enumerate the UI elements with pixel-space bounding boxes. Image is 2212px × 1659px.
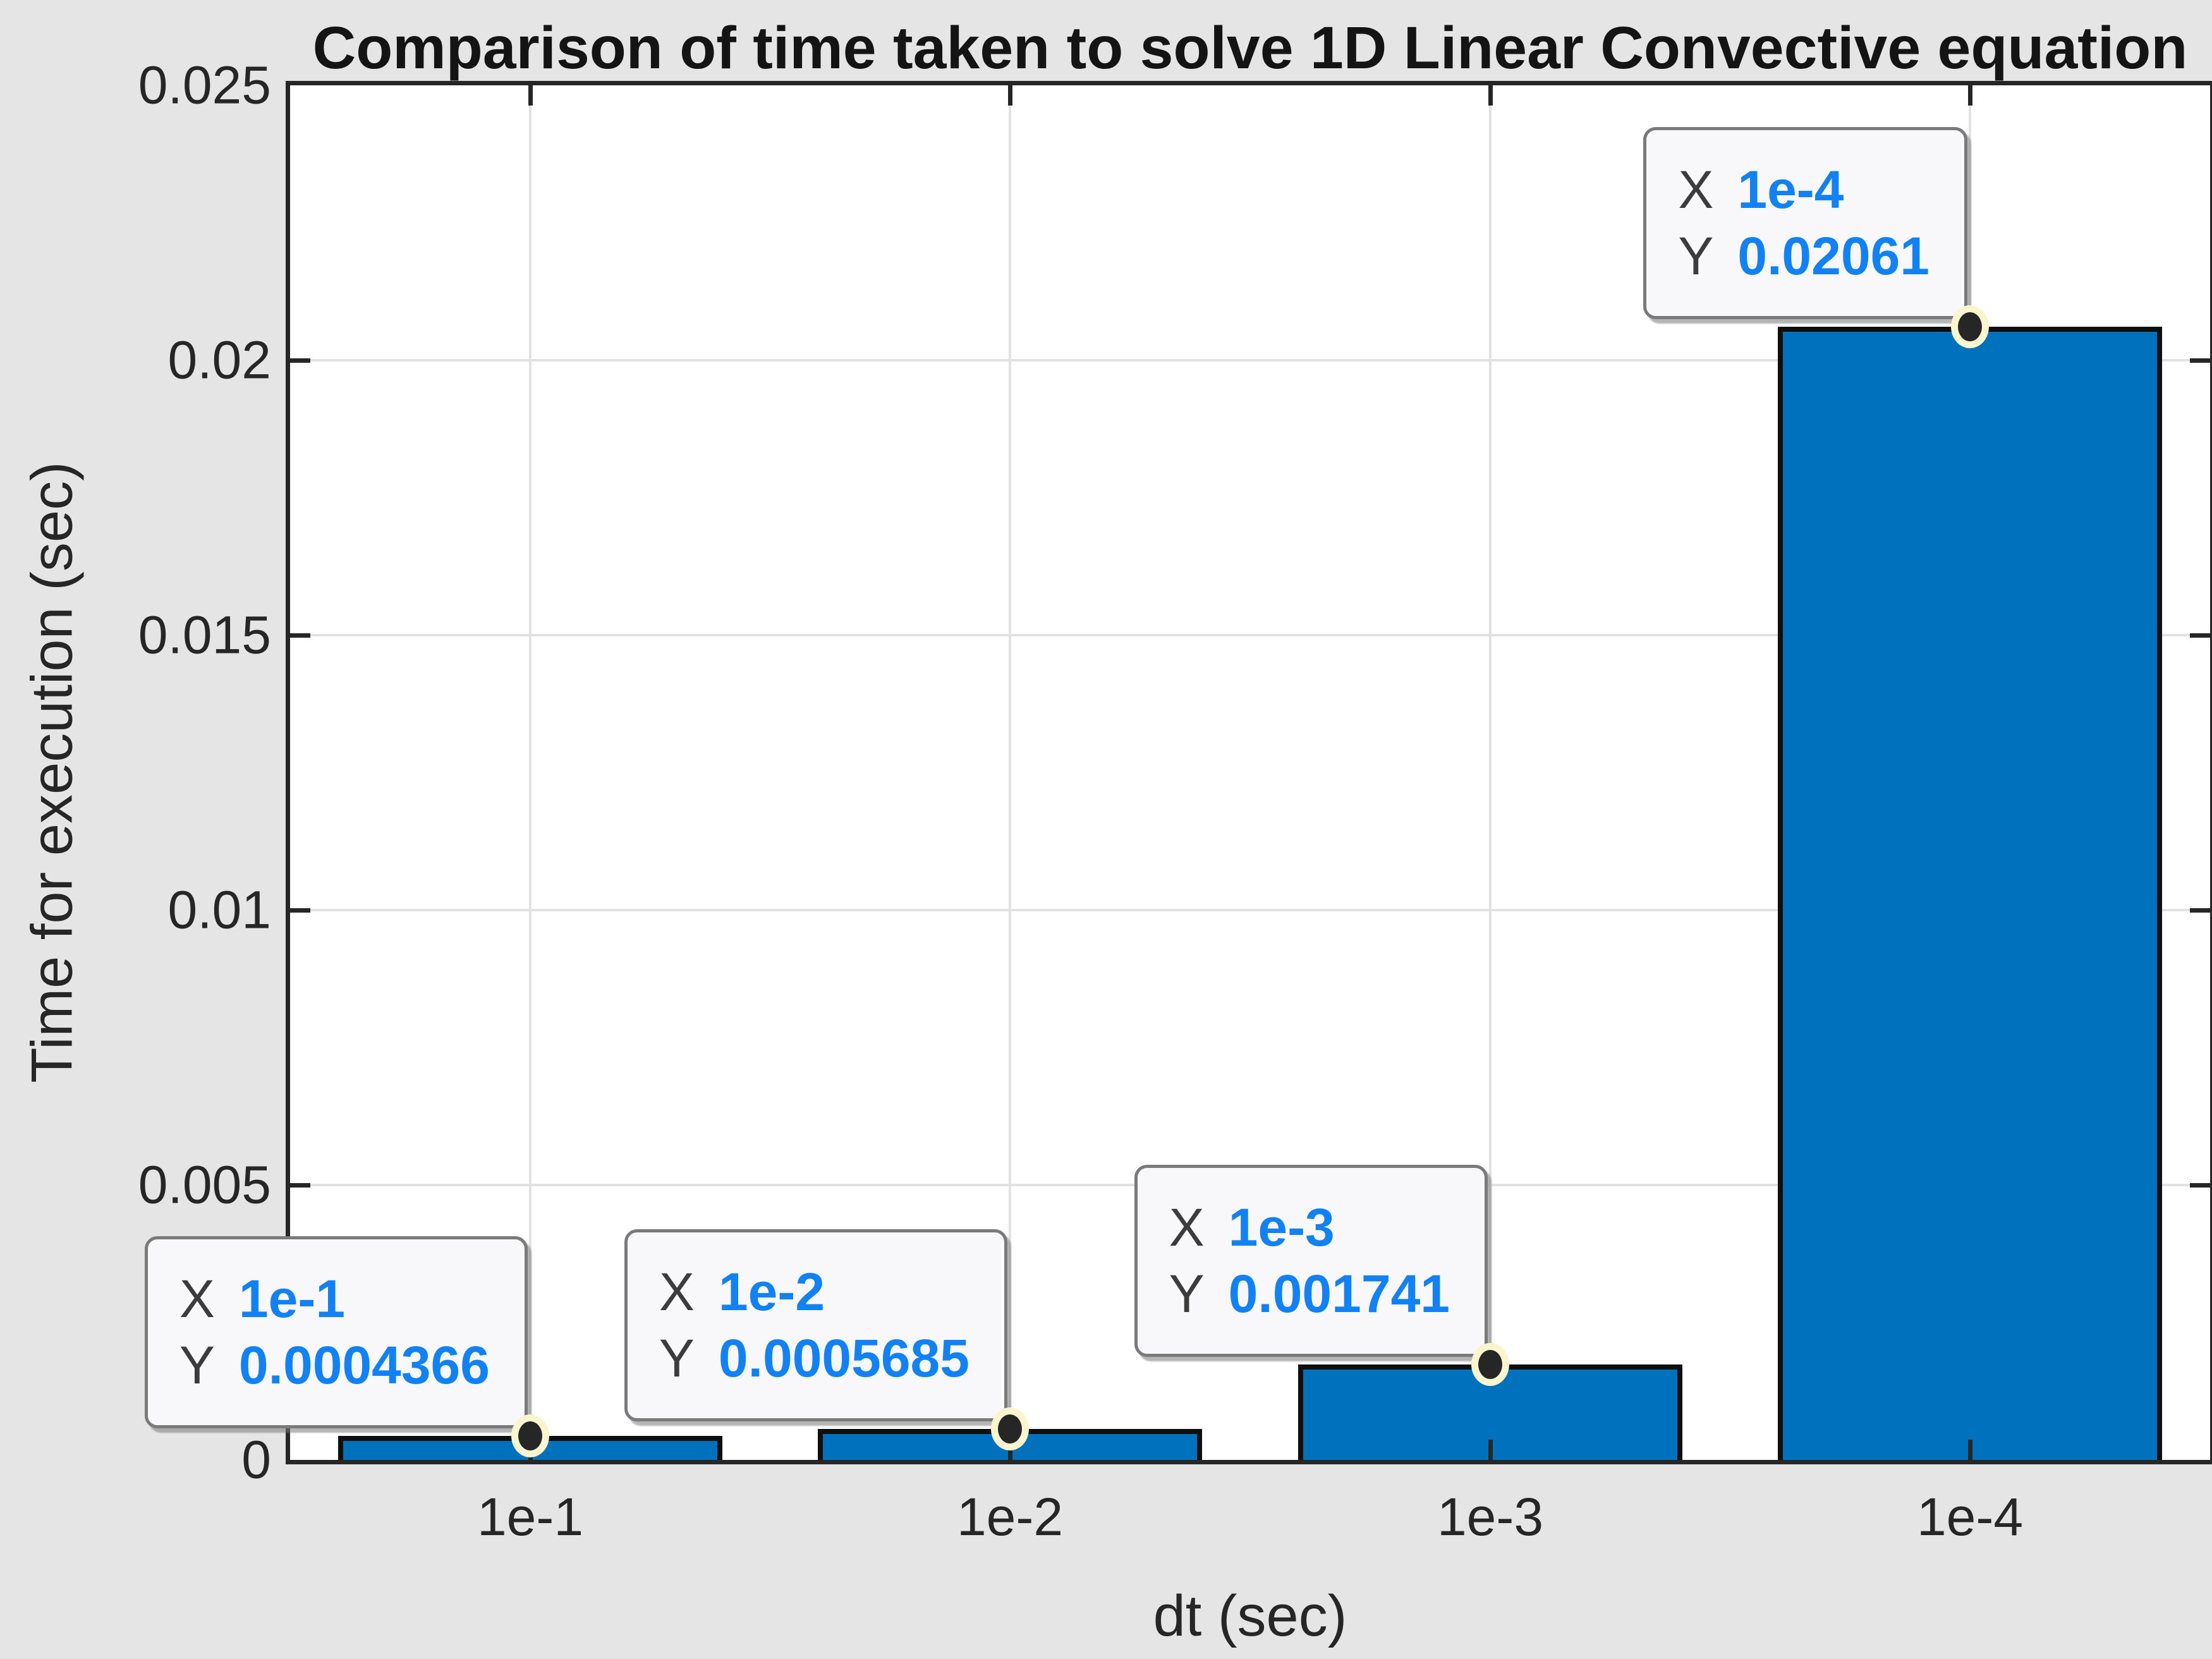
y-tick-left bbox=[290, 633, 310, 638]
datatip-row: X 1e-4 bbox=[1678, 157, 1929, 223]
y-gridline bbox=[290, 634, 2210, 636]
datatip-row: X 1e-2 bbox=[659, 1259, 969, 1325]
datatip-axis-letter: Y bbox=[1678, 226, 1714, 286]
x-tick-bottom bbox=[1967, 1440, 1972, 1460]
datatip-axis-letter: Y bbox=[1169, 1263, 1205, 1323]
datatip-axis-letter: Y bbox=[179, 1335, 215, 1395]
x-tick-top bbox=[528, 85, 533, 106]
x-tick-top bbox=[1488, 85, 1493, 106]
y-tick-left bbox=[290, 908, 310, 913]
datatip-marker-1e-3[interactable] bbox=[1471, 1342, 1509, 1386]
datatip-marker-1e-4[interactable] bbox=[1951, 305, 1989, 348]
datatip-1e-3[interactable]: X 1e-3 Y 0.001741 bbox=[1134, 1164, 1488, 1357]
datatip-row: Y 0.0004366 bbox=[179, 1332, 490, 1399]
x-gridline bbox=[1009, 85, 1011, 1460]
plot-area: X 1e-1 Y 0.0004366 X 1e-2 Y 0.0005685 X 1e-3 Y 0.00… bbox=[144, 81, 2212, 1464]
y-gridline bbox=[290, 909, 2210, 911]
y-tick-right bbox=[2190, 1182, 2210, 1188]
datatip-axis-letter: Y bbox=[659, 1328, 695, 1388]
datatip-value: 1e-1 bbox=[238, 1269, 346, 1329]
x-tick-label: 1e-2 bbox=[956, 1487, 1064, 1547]
datatip-axis-letter: X bbox=[179, 1269, 215, 1329]
datatip-axis-letter: X bbox=[1678, 159, 1714, 219]
y-tick-right bbox=[2190, 358, 2210, 363]
y-tick-label: 0.015 bbox=[138, 605, 271, 665]
y-tick-left bbox=[290, 1182, 310, 1188]
y-tick-label: 0.02 bbox=[167, 330, 272, 390]
x-tick-label: 1e-3 bbox=[1437, 1487, 1544, 1547]
datatip-1e-2[interactable]: X 1e-2 Y 0.0005685 bbox=[624, 1229, 1007, 1421]
bar-1e-4[interactable] bbox=[1778, 327, 2162, 1460]
y-gridline bbox=[290, 359, 2210, 362]
x-tick-top bbox=[1967, 85, 1972, 106]
y-tick-right bbox=[2190, 908, 2210, 913]
datatip-row: Y 0.02061 bbox=[1678, 223, 1929, 289]
x-gridline bbox=[529, 85, 532, 1460]
y-tick-label: 0.025 bbox=[138, 55, 271, 115]
x-tick-bottom bbox=[1488, 1440, 1493, 1460]
datatip-row: X 1e-3 bbox=[1169, 1194, 1450, 1261]
datatip-row: Y 0.0005685 bbox=[659, 1325, 969, 1392]
y-axis-label: Time for execution (sec) bbox=[20, 461, 85, 1083]
x-tick-label: 1e-4 bbox=[1916, 1487, 2024, 1547]
x-axis-label: dt (sec) bbox=[1153, 1584, 1347, 1648]
datatip-value: 1e-4 bbox=[1737, 159, 1844, 219]
y-tick-left bbox=[290, 358, 310, 363]
x-tick-label: 1e-1 bbox=[477, 1487, 584, 1547]
datatip-value: 1e-2 bbox=[718, 1261, 825, 1322]
datatip-value: 0.0005685 bbox=[718, 1328, 969, 1388]
datatip-row: Y 0.001741 bbox=[1169, 1261, 1450, 1327]
datatip-axis-letter: X bbox=[659, 1261, 695, 1322]
y-tick-right bbox=[2190, 633, 2210, 638]
datatip-value: 0.0004366 bbox=[238, 1335, 490, 1395]
x-tick-top bbox=[1007, 85, 1012, 106]
datatip-value: 1e-3 bbox=[1228, 1197, 1335, 1257]
y-tick-label: 0.01 bbox=[167, 880, 272, 940]
datatip-row: X 1e-1 bbox=[179, 1266, 490, 1332]
datatip-marker-1e-2[interactable] bbox=[991, 1407, 1029, 1450]
datatip-1e-4[interactable]: X 1e-4 Y 0.02061 bbox=[1643, 126, 1967, 319]
chart-title: Comparison of time taken to solve 1D Lin… bbox=[312, 15, 2188, 82]
y-tick-label: 0 bbox=[241, 1430, 271, 1490]
x-gridline bbox=[1489, 85, 1492, 1460]
y-tick-label: 0.005 bbox=[138, 1155, 271, 1215]
datatip-axis-letter: X bbox=[1169, 1197, 1205, 1257]
datatip-1e-1[interactable]: X 1e-1 Y 0.0004366 bbox=[144, 1236, 528, 1429]
datatip-value: 0.02061 bbox=[1737, 226, 1929, 286]
datatip-marker-1e-1[interactable] bbox=[511, 1414, 549, 1458]
datatip-value: 0.001741 bbox=[1228, 1263, 1450, 1323]
